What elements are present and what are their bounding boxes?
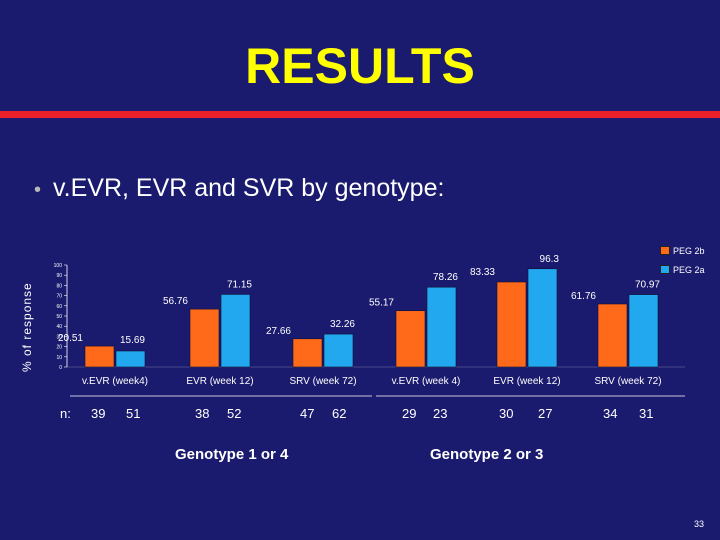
slide-title: RESULTS (245, 38, 475, 94)
bar-peg2a (323, 333, 354, 368)
n-value: 39 (91, 406, 106, 421)
y-tick-label: 50 (56, 314, 62, 320)
bar-peg2b (496, 281, 527, 368)
n-value: 47 (300, 406, 315, 421)
genotype-group-label: Genotype 1 or 4 (175, 446, 289, 463)
bar-peg2a (426, 286, 457, 368)
n-value: 27 (538, 406, 553, 421)
n-value: 29 (402, 406, 417, 421)
legend-swatch-peg2a (660, 265, 670, 274)
data-label: 15.69 (120, 335, 145, 346)
n-value: 62 (332, 406, 347, 421)
bar-peg2b (395, 310, 426, 368)
bullet-label: v.EVR, EVR and SVR by genotype: (53, 174, 445, 202)
n-value: 52 (227, 406, 242, 421)
data-label: 70.97 (635, 280, 660, 291)
y-tick-label: 70 (56, 294, 62, 300)
bullet-icon: • (34, 179, 42, 201)
legend-label-peg2b: PEG 2b (673, 245, 705, 256)
n-value: 30 (499, 406, 514, 421)
y-tick-label: 40 (56, 324, 62, 330)
legend-label-peg2a: PEG 2a (673, 264, 705, 275)
data-label: 83.33 (470, 267, 495, 278)
bar-peg2a (527, 268, 558, 368)
page-number: 33 (694, 519, 705, 529)
data-label: 55.17 (369, 298, 394, 309)
bar-peg2a (115, 350, 146, 368)
x-category-label: SRV (week 72) (289, 376, 356, 387)
data-label: 61.76 (571, 291, 596, 302)
y-tick-label: 30 (56, 334, 62, 340)
data-label: 71.15 (227, 279, 252, 290)
bar-peg2b (189, 308, 220, 368)
y-tick-label: 10 (56, 355, 62, 361)
x-category-label: v.EVR (week4) (82, 376, 148, 387)
x-category-label: EVR (week 12) (186, 376, 253, 387)
data-label: 96.3 (540, 254, 560, 265)
bullet-text: • v.EVR, EVR and SVR by genotype: (34, 172, 444, 206)
y-tick-label: 80 (56, 283, 62, 289)
n-value: 23 (433, 406, 448, 421)
genotype-group-label: Genotype 2 or 3 (430, 446, 544, 463)
y-tick-label: 90 (56, 273, 62, 279)
data-label: 78.26 (433, 272, 458, 283)
bar-peg2a (628, 294, 659, 368)
bar-peg2b (597, 303, 628, 368)
legend-item-peg2a: PEG 2a (660, 260, 705, 279)
legend-swatch-peg2b (660, 246, 670, 255)
title-underline (0, 111, 720, 118)
y-tick-label: 100 (54, 263, 63, 269)
bar-peg2b (292, 338, 323, 368)
bar-peg2a (220, 294, 251, 368)
n-value: 34 (603, 406, 618, 421)
n-value: 38 (195, 406, 210, 421)
data-label: 32.26 (330, 319, 355, 330)
data-label: 20.51 (58, 333, 83, 344)
n-label: n: (60, 406, 71, 421)
y-tick-label: 0 (59, 365, 62, 371)
x-category-label: SRV (week 72) (594, 376, 661, 387)
y-tick-label: 20 (56, 345, 62, 351)
data-label: 27.66 (266, 326, 291, 337)
x-category-label: v.EVR (week 4) (392, 376, 461, 387)
chart-legend: PEG 2b PEG 2a (660, 241, 705, 279)
n-value: 31 (639, 406, 654, 421)
y-tick-label: 60 (56, 304, 62, 310)
legend-item-peg2b: PEG 2b (660, 241, 705, 260)
x-category-label: EVR (week 12) (493, 376, 560, 387)
data-label: 56.76 (163, 296, 188, 307)
bar-peg2b (84, 345, 115, 368)
n-value: 51 (126, 406, 141, 421)
